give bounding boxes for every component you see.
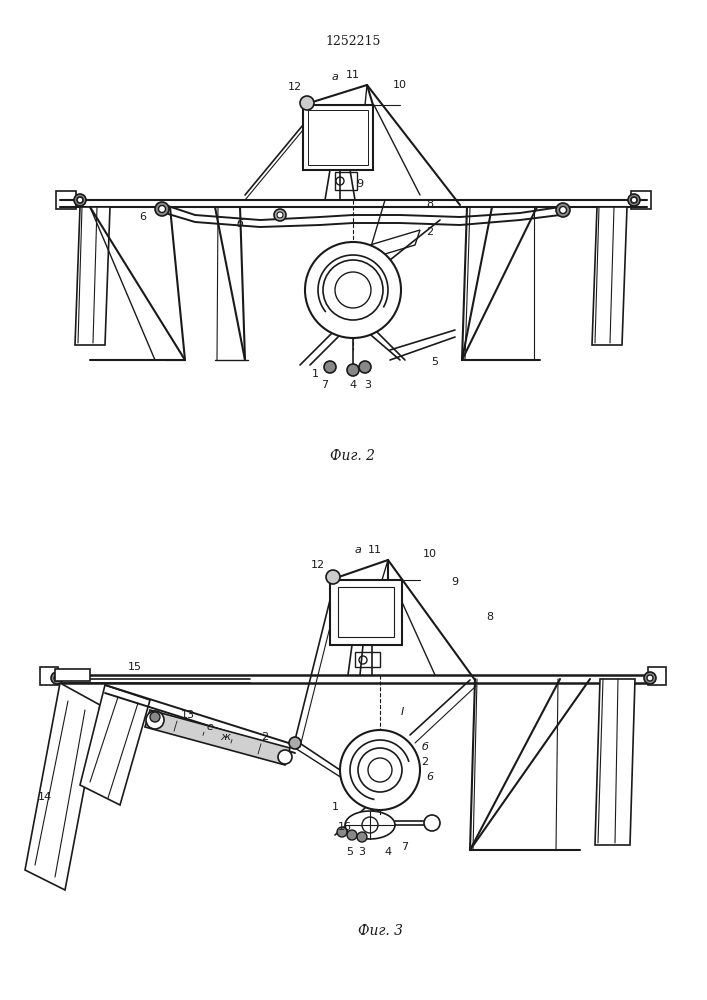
Circle shape xyxy=(326,570,340,584)
Text: е: е xyxy=(206,722,214,732)
Bar xyxy=(308,110,368,165)
Bar xyxy=(631,191,651,209)
Text: 5: 5 xyxy=(431,357,438,367)
Text: 2: 2 xyxy=(421,757,428,767)
Text: 11: 11 xyxy=(346,70,360,80)
Text: ж: ж xyxy=(220,732,230,742)
Circle shape xyxy=(300,96,314,110)
Text: I: I xyxy=(400,707,404,717)
Text: 7: 7 xyxy=(322,380,329,390)
Text: 10: 10 xyxy=(423,549,437,559)
Text: б: б xyxy=(237,219,243,229)
Text: 8: 8 xyxy=(426,199,433,209)
Polygon shape xyxy=(595,679,635,845)
Bar xyxy=(338,587,394,637)
Polygon shape xyxy=(345,811,395,839)
Circle shape xyxy=(54,675,60,681)
Text: 2: 2 xyxy=(426,227,433,237)
Bar xyxy=(330,580,402,645)
Bar xyxy=(55,669,90,681)
Bar xyxy=(56,191,76,209)
Circle shape xyxy=(347,364,359,376)
Polygon shape xyxy=(592,207,627,345)
Text: 2: 2 xyxy=(262,732,269,742)
Bar xyxy=(355,652,380,667)
Text: 13: 13 xyxy=(181,710,195,720)
Text: 6: 6 xyxy=(139,212,146,222)
Polygon shape xyxy=(25,683,100,890)
Circle shape xyxy=(323,260,383,320)
Circle shape xyxy=(274,209,286,221)
Circle shape xyxy=(559,207,566,214)
Circle shape xyxy=(150,712,160,722)
Polygon shape xyxy=(75,207,110,345)
Circle shape xyxy=(357,832,367,842)
Circle shape xyxy=(77,197,83,203)
Circle shape xyxy=(74,194,86,206)
Text: 4: 4 xyxy=(349,380,356,390)
Circle shape xyxy=(628,194,640,206)
Circle shape xyxy=(277,212,283,218)
Text: 15: 15 xyxy=(128,662,142,672)
Text: Фиг. 2: Фиг. 2 xyxy=(330,449,375,463)
Polygon shape xyxy=(80,685,150,805)
Circle shape xyxy=(155,202,169,216)
Text: а: а xyxy=(355,545,361,555)
Text: 1: 1 xyxy=(312,369,318,379)
Text: 10: 10 xyxy=(393,80,407,90)
Circle shape xyxy=(51,672,63,684)
Text: 6: 6 xyxy=(426,772,433,782)
Circle shape xyxy=(305,242,401,338)
Circle shape xyxy=(337,827,347,837)
Bar xyxy=(40,667,58,685)
Circle shape xyxy=(324,361,336,373)
Text: 12: 12 xyxy=(288,82,302,92)
Text: 16: 16 xyxy=(338,822,352,832)
Text: 11: 11 xyxy=(368,545,382,555)
Text: 9: 9 xyxy=(452,577,459,587)
Circle shape xyxy=(158,206,165,213)
Circle shape xyxy=(359,361,371,373)
Polygon shape xyxy=(365,230,420,260)
Text: 1: 1 xyxy=(332,802,339,812)
Text: 5: 5 xyxy=(346,847,354,857)
Text: 4: 4 xyxy=(385,847,392,857)
Text: 3: 3 xyxy=(358,847,366,857)
Circle shape xyxy=(647,675,653,681)
Text: 1252215: 1252215 xyxy=(326,35,381,48)
Text: 3: 3 xyxy=(365,380,371,390)
Text: а: а xyxy=(332,72,339,82)
Text: б: б xyxy=(421,742,428,752)
Polygon shape xyxy=(145,710,290,765)
Circle shape xyxy=(644,672,656,684)
Circle shape xyxy=(278,750,292,764)
Text: 7: 7 xyxy=(402,842,409,852)
Circle shape xyxy=(556,203,570,217)
Circle shape xyxy=(424,815,440,831)
Bar xyxy=(303,105,373,170)
Text: 8: 8 xyxy=(486,612,493,622)
Bar xyxy=(648,667,666,685)
Text: 12: 12 xyxy=(311,560,325,570)
Bar xyxy=(335,172,357,190)
Text: 14: 14 xyxy=(38,792,52,802)
Circle shape xyxy=(340,730,420,810)
Text: 9: 9 xyxy=(356,179,363,189)
Circle shape xyxy=(347,830,357,840)
Circle shape xyxy=(146,711,164,729)
Circle shape xyxy=(358,748,402,792)
Text: Фиг. 3: Фиг. 3 xyxy=(358,924,402,938)
Circle shape xyxy=(289,737,301,749)
Circle shape xyxy=(631,197,637,203)
